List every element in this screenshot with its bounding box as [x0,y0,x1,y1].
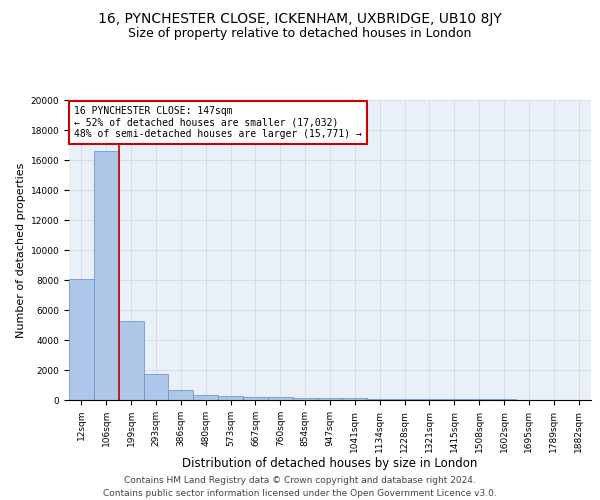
Text: Contains HM Land Registry data © Crown copyright and database right 2024.
Contai: Contains HM Land Registry data © Crown c… [103,476,497,498]
Y-axis label: Number of detached properties: Number of detached properties [16,162,26,338]
Bar [243,397,268,400]
Bar [367,398,392,400]
Bar [143,374,169,400]
Text: Size of property relative to detached houses in London: Size of property relative to detached ho… [128,28,472,40]
Bar [69,278,94,400]
Text: 16, PYNCHESTER CLOSE, ICKENHAM, UXBRIDGE, UB10 8JY: 16, PYNCHESTER CLOSE, ICKENHAM, UXBRIDGE… [98,12,502,26]
Bar [268,398,293,400]
Bar [343,398,367,400]
Bar [293,398,317,400]
Bar [442,399,467,400]
Bar [94,151,119,400]
Bar [317,398,343,400]
X-axis label: Distribution of detached houses by size in London: Distribution of detached houses by size … [182,458,478,470]
Bar [169,390,193,400]
Text: 16 PYNCHESTER CLOSE: 147sqm
← 52% of detached houses are smaller (17,032)
48% of: 16 PYNCHESTER CLOSE: 147sqm ← 52% of det… [74,106,362,139]
Bar [218,396,243,400]
Bar [119,320,143,400]
Bar [417,399,442,400]
Bar [193,395,218,400]
Bar [392,399,417,400]
